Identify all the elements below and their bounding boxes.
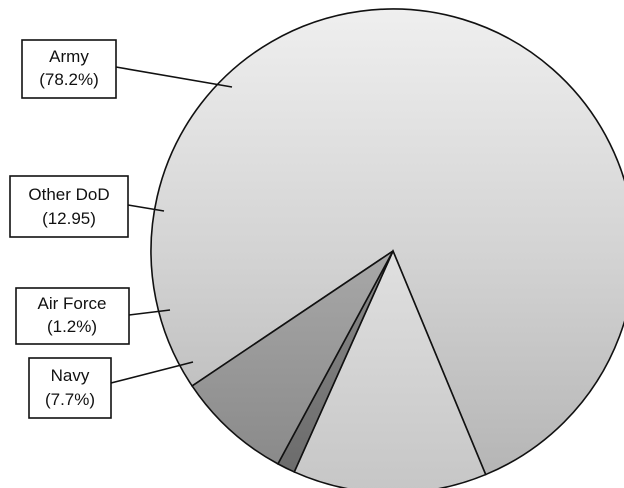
label-box-army <box>21 39 117 99</box>
leader-line-air-force <box>128 309 171 316</box>
leader-line-other-dod <box>127 204 165 212</box>
label-box-air-force <box>15 287 130 345</box>
slice-army <box>150 8 624 476</box>
slice-label-army: Army (78.2%) <box>21 39 233 99</box>
slice-label-air-force: Air Force (1.2%) <box>15 287 171 345</box>
pie-slices <box>150 8 624 488</box>
slice-label-other-dod: Other DoD (12.95) <box>9 175 165 238</box>
slice-label-air-force-value: (1.2%) <box>47 317 97 336</box>
slice-label-navy-value: (7.7%) <box>45 390 95 409</box>
slice-label-army-value: (78.2%) <box>39 70 99 89</box>
slice-other-dod <box>293 248 487 488</box>
slice-label-other-dod-value: (12.95) <box>42 209 96 228</box>
slice-label-other-dod-name: Other DoD <box>28 185 109 204</box>
label-box-other-dod <box>9 175 129 238</box>
slice-navy <box>191 250 394 465</box>
slice-label-air-force-name: Air Force <box>38 294 107 313</box>
leader-line-army <box>115 66 233 88</box>
label-box-navy <box>28 357 112 419</box>
slice-label-navy: Navy (7.7%) <box>28 357 194 419</box>
slice-label-navy-name: Navy <box>51 366 90 385</box>
leader-line-navy <box>110 361 194 384</box>
slice-label-army-name: Army <box>49 47 89 66</box>
